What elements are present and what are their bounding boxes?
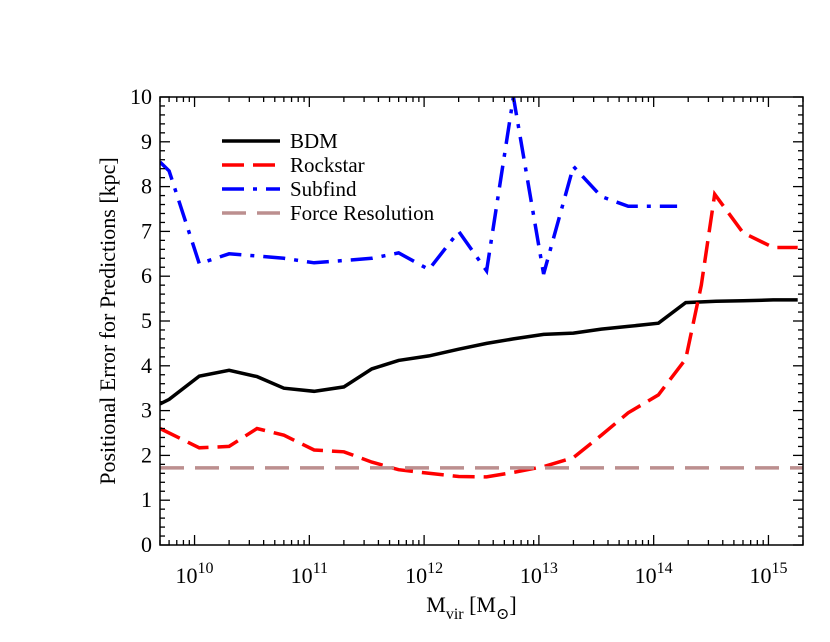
y-tick-label: 7 — [141, 218, 152, 243]
y-tick-label: 1 — [141, 487, 152, 512]
y-tick-label: 5 — [141, 308, 152, 333]
legend-label-force-resolution: Force Resolution — [290, 201, 435, 225]
x-tick-label: 1012 — [405, 560, 443, 588]
series-line-subfind — [160, 96, 678, 276]
x-axis-title: Mvir [M⊙] — [426, 592, 516, 623]
y-tick-label: 10 — [130, 84, 152, 109]
y-tick-label: 9 — [141, 129, 152, 154]
x-tick-label: 1010 — [176, 560, 214, 588]
x-tick-label: 1015 — [749, 560, 787, 588]
legend-label-rockstar: Rockstar — [290, 153, 365, 177]
x-axis: 1010 1011 1012 1013 1014 1015 — [159, 97, 804, 588]
legend-label-subfind: Subfind — [290, 177, 357, 201]
y-tick-label: 6 — [141, 263, 152, 288]
series-group — [160, 96, 803, 479]
y-tick-label: 2 — [141, 442, 152, 467]
x-tick-label: 1014 — [635, 560, 673, 588]
y-axis-title: Positional Error for Predictions [kpc] — [95, 157, 120, 485]
legend-label-bdm: BDM — [290, 129, 338, 153]
series-line-rockstar — [160, 189, 798, 479]
y-tick-label: 4 — [141, 353, 152, 378]
y-axis: 0 1 2 3 4 5 6 7 8 9 10 — [130, 84, 803, 557]
x-tick-label: 1011 — [291, 560, 328, 588]
series-line-bdm — [160, 298, 798, 406]
y-tick-label: 0 — [141, 532, 152, 557]
x-tick-label: 1013 — [520, 560, 558, 588]
y-tick-label: 3 — [141, 398, 152, 423]
y-tick-label: 8 — [141, 174, 152, 199]
